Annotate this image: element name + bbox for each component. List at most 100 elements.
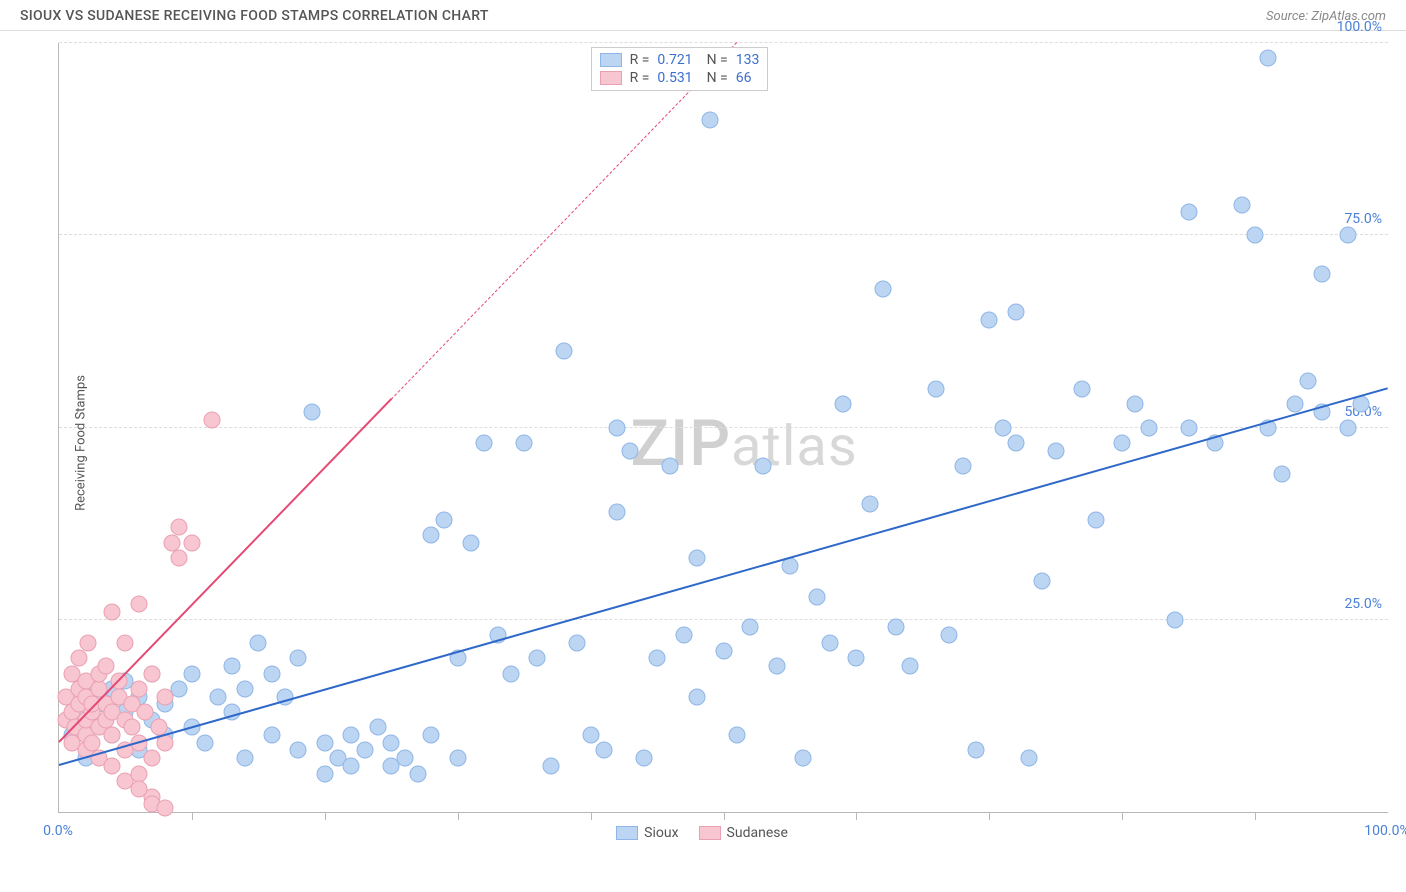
legend-swatch bbox=[600, 71, 622, 85]
data-point bbox=[130, 680, 147, 697]
data-point bbox=[316, 765, 333, 782]
data-point bbox=[1034, 573, 1051, 590]
x-label-left: 0.0% bbox=[43, 823, 73, 839]
data-point bbox=[1340, 419, 1357, 436]
data-point bbox=[1074, 381, 1091, 398]
data-point bbox=[157, 800, 174, 817]
data-point bbox=[104, 757, 121, 774]
data-point bbox=[622, 442, 639, 459]
legend-row: R =0.721N =133 bbox=[600, 51, 760, 69]
data-point bbox=[290, 742, 307, 759]
data-point bbox=[688, 688, 705, 705]
gridline bbox=[59, 234, 1388, 235]
legend-swatch bbox=[699, 826, 721, 840]
data-point bbox=[476, 434, 493, 451]
data-point bbox=[715, 642, 732, 659]
data-point bbox=[250, 634, 267, 651]
data-point bbox=[1260, 50, 1277, 67]
data-point bbox=[1353, 396, 1370, 413]
legend-r-value: 0.531 bbox=[657, 70, 692, 86]
data-point bbox=[436, 511, 453, 528]
data-point bbox=[582, 727, 599, 744]
data-point bbox=[423, 527, 440, 544]
data-point bbox=[662, 457, 679, 474]
data-point bbox=[1300, 373, 1317, 390]
data-point bbox=[409, 765, 426, 782]
data-point bbox=[1233, 196, 1250, 213]
data-point bbox=[941, 627, 958, 644]
legend-top: R =0.721N =133R =0.531N =66 bbox=[591, 47, 769, 91]
data-point bbox=[237, 680, 254, 697]
data-point bbox=[861, 496, 878, 513]
data-point bbox=[768, 657, 785, 674]
data-point bbox=[1127, 396, 1144, 413]
chart-header: SIOUX VS SUDANESE RECEIVING FOOD STAMPS … bbox=[0, 0, 1406, 31]
data-point bbox=[449, 750, 466, 767]
data-point bbox=[609, 419, 626, 436]
x-tick bbox=[1255, 812, 1256, 820]
data-point bbox=[97, 657, 114, 674]
legend-label: Sioux bbox=[644, 825, 678, 841]
x-tick bbox=[989, 812, 990, 820]
x-tick bbox=[591, 812, 592, 820]
legend-n-label: N = bbox=[707, 70, 728, 86]
data-point bbox=[1114, 434, 1131, 451]
legend-swatch bbox=[600, 53, 622, 67]
data-point bbox=[1047, 442, 1064, 459]
legend-r-value: 0.721 bbox=[657, 52, 692, 68]
data-point bbox=[130, 780, 147, 797]
data-point bbox=[688, 550, 705, 567]
data-point bbox=[569, 634, 586, 651]
data-point bbox=[263, 727, 280, 744]
data-point bbox=[675, 627, 692, 644]
data-point bbox=[316, 734, 333, 751]
data-point bbox=[609, 504, 626, 521]
data-point bbox=[1273, 465, 1290, 482]
data-point bbox=[1140, 419, 1157, 436]
data-point bbox=[197, 734, 214, 751]
data-point bbox=[369, 719, 386, 736]
data-point bbox=[1180, 419, 1197, 436]
data-point bbox=[742, 619, 759, 636]
legend-n-value: 133 bbox=[736, 52, 760, 68]
data-point bbox=[874, 281, 891, 298]
data-point bbox=[144, 750, 161, 767]
data-point bbox=[994, 419, 1011, 436]
data-point bbox=[1007, 434, 1024, 451]
data-point bbox=[542, 757, 559, 774]
watermark-big: ZIP bbox=[630, 406, 731, 481]
data-point bbox=[303, 404, 320, 421]
y-tick-label: 25.0% bbox=[1344, 596, 1382, 612]
data-point bbox=[462, 534, 479, 551]
x-tick bbox=[325, 812, 326, 820]
data-point bbox=[1340, 227, 1357, 244]
data-point bbox=[130, 596, 147, 613]
data-point bbox=[396, 750, 413, 767]
data-point bbox=[183, 665, 200, 682]
data-point bbox=[137, 704, 154, 721]
data-point bbox=[203, 411, 220, 428]
data-point bbox=[117, 634, 134, 651]
data-point bbox=[237, 750, 254, 767]
legend-bottom: Sioux Sudanese bbox=[616, 825, 788, 841]
data-point bbox=[157, 688, 174, 705]
legend-swatch bbox=[616, 826, 638, 840]
data-point bbox=[183, 534, 200, 551]
x-tick bbox=[724, 812, 725, 820]
data-point bbox=[755, 457, 772, 474]
data-point bbox=[70, 650, 87, 667]
data-point bbox=[529, 650, 546, 667]
data-point bbox=[1286, 396, 1303, 413]
data-point bbox=[223, 657, 240, 674]
legend-row: R =0.531N =66 bbox=[600, 69, 760, 87]
legend-label: Sudanese bbox=[727, 825, 788, 841]
legend-r-label: R = bbox=[630, 70, 650, 86]
data-point bbox=[556, 342, 573, 359]
data-point bbox=[1167, 611, 1184, 628]
data-point bbox=[104, 727, 121, 744]
data-point bbox=[808, 588, 825, 605]
data-point bbox=[343, 727, 360, 744]
chart-title: SIOUX VS SUDANESE RECEIVING FOOD STAMPS … bbox=[20, 8, 489, 24]
data-point bbox=[80, 634, 97, 651]
data-point bbox=[170, 519, 187, 536]
